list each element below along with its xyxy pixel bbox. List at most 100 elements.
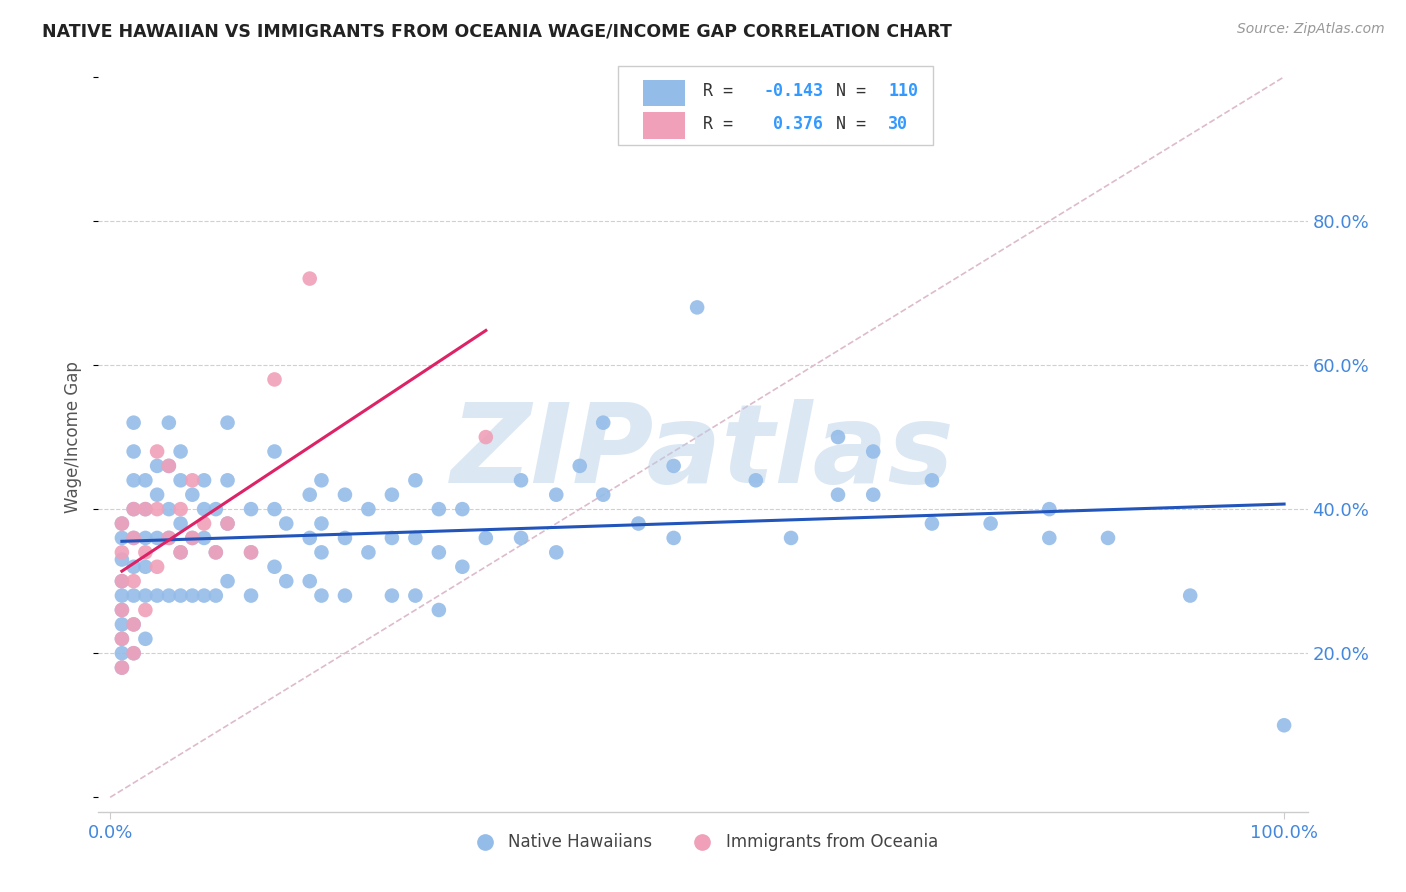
Point [980, 516, 1002, 531]
Point [627, 516, 650, 531]
Point [122, 531, 145, 545]
Point [546, 488, 568, 502]
Point [662, 458, 685, 473]
Point [1038, 502, 1060, 516]
Point [827, 430, 849, 444]
Point [134, 589, 156, 603]
Point [827, 488, 849, 502]
Point [111, 516, 134, 531]
Point [193, 516, 215, 531]
Point [111, 660, 134, 674]
Point [862, 444, 884, 458]
Point [157, 531, 180, 545]
Point [146, 502, 169, 516]
Point [134, 545, 156, 559]
Text: N =: N = [837, 115, 876, 133]
Point [298, 574, 321, 589]
Point [451, 502, 474, 516]
Text: NATIVE HAWAIIAN VS IMMIGRANTS FROM OCEANIA WAGE/INCOME GAP CORRELATION CHART: NATIVE HAWAIIAN VS IMMIGRANTS FROM OCEAN… [42, 22, 952, 40]
Point [217, 516, 239, 531]
Point [217, 416, 239, 430]
Point [122, 617, 145, 632]
Point [780, 531, 803, 545]
Point [157, 458, 180, 473]
Point [157, 416, 180, 430]
Point [122, 444, 145, 458]
Point [122, 646, 145, 660]
Point [111, 603, 134, 617]
FancyBboxPatch shape [643, 79, 685, 106]
Point [169, 545, 191, 559]
Point [240, 545, 263, 559]
Text: R =: R = [703, 82, 742, 100]
Point [122, 473, 145, 487]
Point [169, 473, 191, 487]
Point [134, 502, 156, 516]
Point [204, 545, 226, 559]
Point [193, 531, 215, 545]
Point [134, 632, 156, 646]
Point [122, 502, 145, 516]
Point [146, 589, 169, 603]
Point [686, 301, 709, 315]
Point [357, 502, 380, 516]
Point [181, 531, 204, 545]
Point [592, 416, 614, 430]
Point [263, 372, 285, 386]
Point [311, 473, 333, 487]
Point [146, 559, 169, 574]
Point [333, 589, 356, 603]
Point [122, 617, 145, 632]
Point [134, 473, 156, 487]
Point [122, 559, 145, 574]
Point [134, 559, 156, 574]
Point [745, 473, 768, 487]
Point [111, 617, 134, 632]
Point [169, 502, 191, 516]
Point [134, 502, 156, 516]
Point [546, 545, 568, 559]
Point [1272, 718, 1295, 732]
Point [134, 531, 156, 545]
Point [240, 589, 263, 603]
Point [111, 552, 134, 566]
Point [157, 502, 180, 516]
Point [921, 516, 943, 531]
Point [181, 473, 204, 487]
Point [146, 488, 169, 502]
Point [276, 516, 298, 531]
Point [181, 488, 204, 502]
Point [217, 473, 239, 487]
Point [357, 545, 380, 559]
Text: 110: 110 [889, 82, 918, 100]
Point [204, 589, 226, 603]
Point [427, 502, 450, 516]
Point [146, 531, 169, 545]
Point [1097, 531, 1119, 545]
Point [381, 531, 404, 545]
Point [122, 502, 145, 516]
Text: 0.376: 0.376 [763, 115, 824, 133]
Point [217, 574, 239, 589]
Point [204, 545, 226, 559]
Point [592, 488, 614, 502]
Point [298, 531, 321, 545]
Point [193, 502, 215, 516]
Point [111, 531, 134, 545]
Point [122, 416, 145, 430]
Point [475, 531, 498, 545]
Point [111, 646, 134, 660]
Point [181, 589, 204, 603]
Point [662, 531, 685, 545]
Point [263, 502, 285, 516]
Point [111, 574, 134, 589]
Point [111, 632, 134, 646]
Point [122, 574, 145, 589]
Point [263, 559, 285, 574]
Point [381, 488, 404, 502]
Text: R =: R = [703, 115, 742, 133]
Point [169, 545, 191, 559]
Point [157, 531, 180, 545]
Point [298, 271, 321, 285]
Point [311, 589, 333, 603]
